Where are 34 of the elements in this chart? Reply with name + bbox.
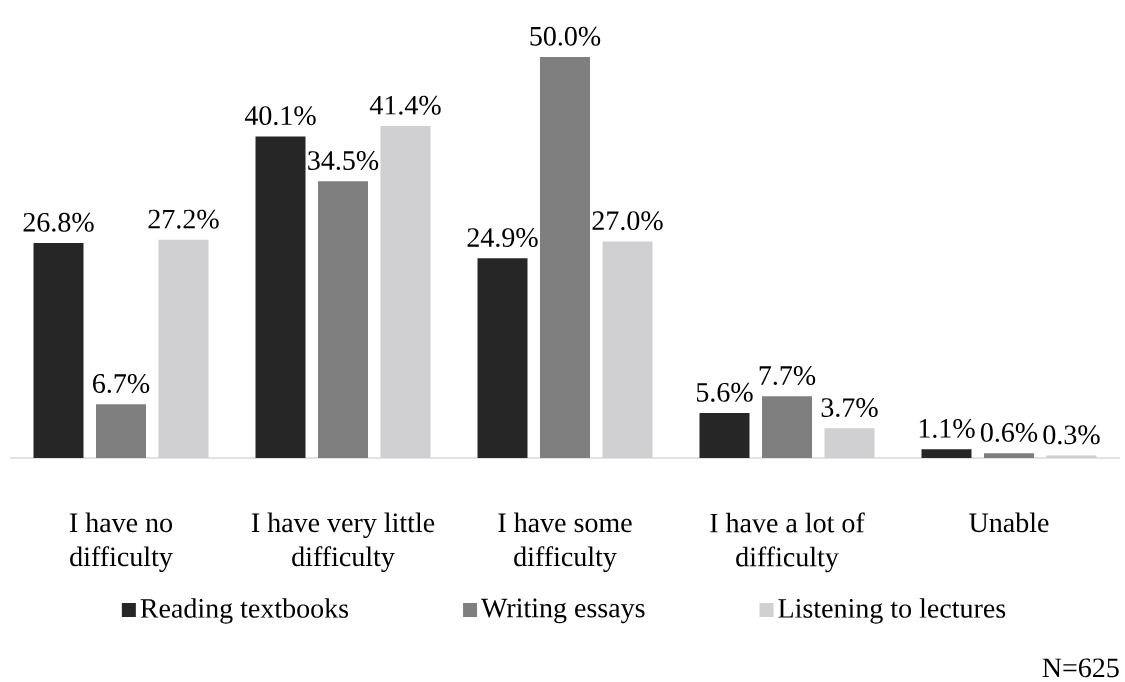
x-tick-label: I have very little difficulty bbox=[251, 512, 435, 572]
text: N=625 bbox=[1042, 658, 1119, 678]
x-tick-label: I have no difficulty bbox=[69, 512, 173, 572]
data-label: 27.0% bbox=[592, 211, 663, 231]
bar bbox=[921, 449, 972, 458]
data-label: 40.1% bbox=[244, 106, 316, 126]
data-label: 26.8% bbox=[23, 212, 94, 232]
bar bbox=[699, 413, 750, 458]
legend-label: Reading textbooks bbox=[140, 598, 349, 624]
data-label: 50.0% bbox=[530, 26, 601, 46]
bar bbox=[762, 396, 812, 458]
legend-label: Writing essays bbox=[481, 598, 645, 624]
data-label: 41.4% bbox=[369, 95, 441, 115]
x-tick-label: Unable bbox=[969, 512, 1049, 533]
bar bbox=[318, 181, 369, 458]
x-tick-label: I have a lot of difficulty bbox=[710, 512, 865, 573]
data-label: 3.7% bbox=[821, 398, 878, 418]
bar bbox=[255, 136, 306, 458]
data-label: 5.6% bbox=[696, 382, 753, 402]
bar bbox=[477, 258, 528, 458]
bar bbox=[984, 453, 1034, 458]
bar bbox=[96, 404, 147, 458]
data-label: 34.5% bbox=[308, 151, 379, 171]
data-label: 0.6% bbox=[980, 422, 1038, 442]
data-label: 6.7% bbox=[93, 374, 150, 394]
data-label: 1.1% bbox=[919, 418, 975, 438]
x-tick-label: I have some difficulty bbox=[498, 512, 632, 572]
data-label: 0.3% bbox=[1043, 425, 1100, 445]
legend-label: Listening to lectures bbox=[778, 598, 1006, 624]
data-label: 27.2% bbox=[148, 209, 219, 229]
data-label: 24.9% bbox=[467, 228, 538, 248]
bar bbox=[33, 243, 84, 458]
data-label: 7.7% bbox=[759, 366, 816, 386]
bar bbox=[540, 57, 591, 458]
